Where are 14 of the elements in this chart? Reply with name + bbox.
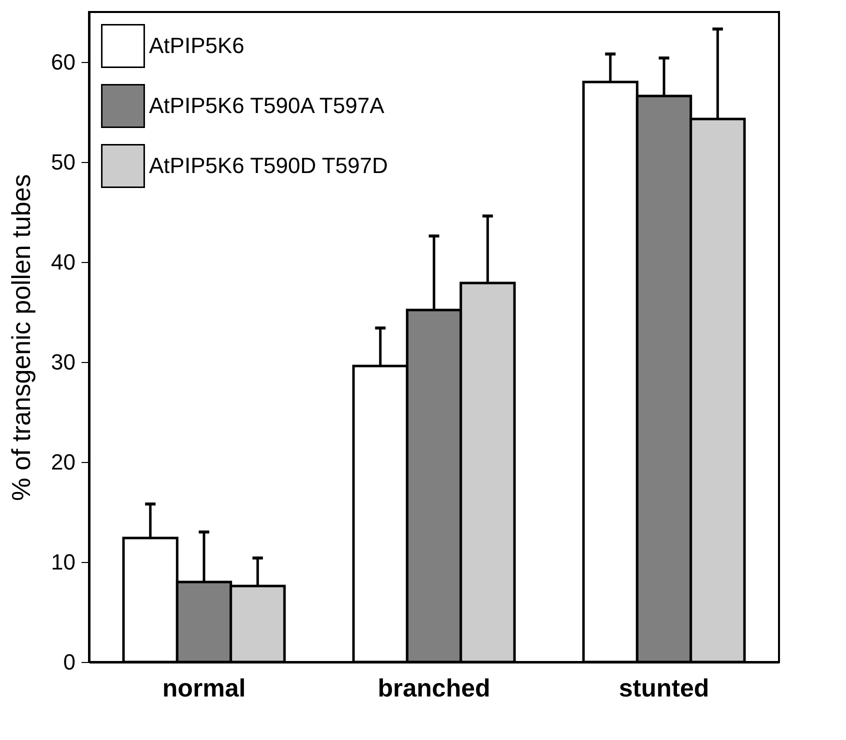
y-axis-title: % of transgenic pollen tubes <box>6 174 36 501</box>
y-tick-label: 0 <box>63 650 76 674</box>
x-tick-label: stunted <box>618 674 710 702</box>
legend-label: AtPIP5K6 T590D T597D <box>149 153 388 178</box>
x-tick-label: branched <box>378 674 490 702</box>
y-tick-label: 40 <box>51 250 76 274</box>
y-tick-label: 20 <box>51 450 76 474</box>
y-tick-label: 10 <box>51 550 76 574</box>
x-tick-label: normal <box>162 674 246 702</box>
y-tick-label: 50 <box>51 150 76 174</box>
y-tick-label: 60 <box>51 50 76 74</box>
y-tick-label: 30 <box>51 350 76 374</box>
legend-label: AtPIP5K6 T590A T597A <box>149 93 385 118</box>
legend-label: AtPIP5K6 <box>149 33 244 58</box>
